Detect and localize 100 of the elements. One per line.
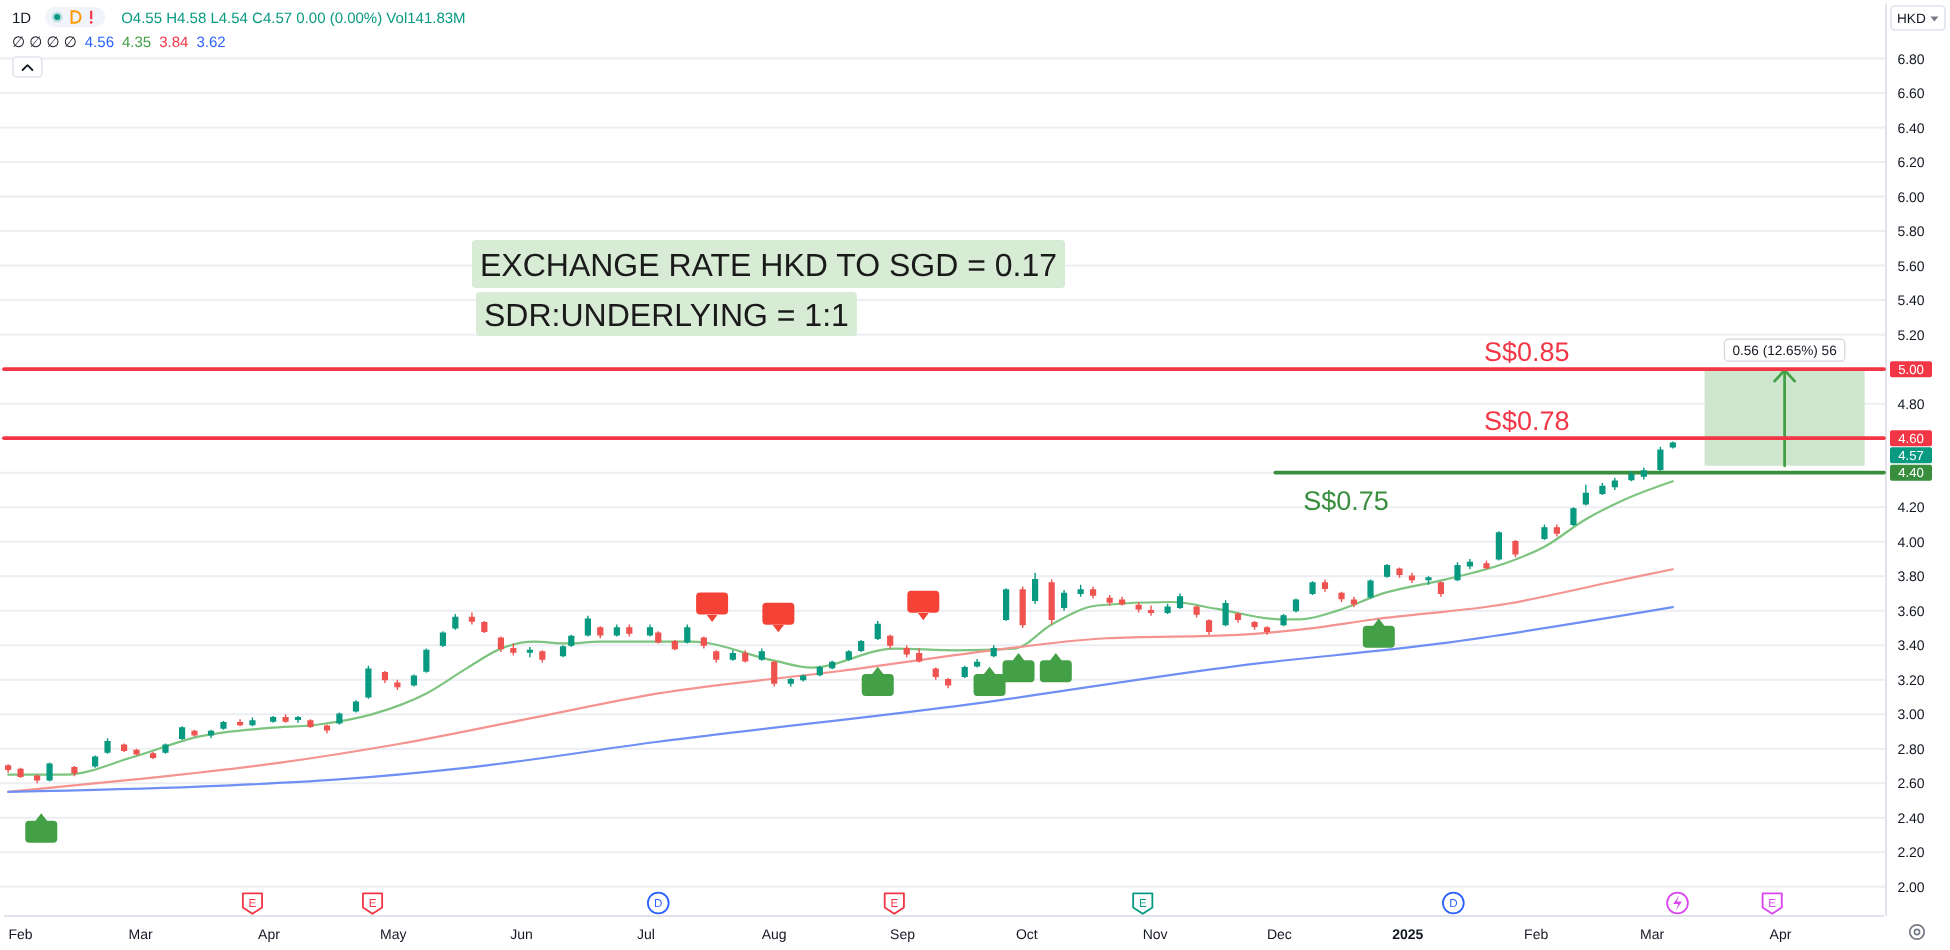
candlestick (1309, 580, 1316, 596)
candlestick (481, 620, 488, 634)
candlestick (526, 646, 533, 658)
candlestick (307, 718, 314, 729)
candlestick (945, 677, 952, 689)
candlestick (1280, 613, 1287, 627)
candlestick (1350, 596, 1358, 608)
candlestick (452, 613, 459, 631)
candlestick (1599, 482, 1606, 496)
candlestick (874, 620, 881, 641)
candlestick (1396, 566, 1403, 579)
candlestick (903, 644, 910, 658)
candlestick (365, 665, 372, 700)
point (25, 813, 58, 843)
candlestick (1512, 539, 1519, 558)
candlestick (887, 634, 894, 650)
candlestick (559, 644, 567, 658)
candlestick (700, 635, 707, 650)
candlestick (1205, 618, 1213, 636)
candlestick (771, 659, 778, 688)
candlestick (974, 658, 981, 669)
candlestick (510, 642, 517, 657)
candlestick (178, 725, 186, 741)
candlestick (1425, 575, 1432, 586)
candlestick (249, 716, 256, 727)
line-series (7, 568, 1674, 793)
candlestick (1669, 440, 1676, 450)
candlestick (1640, 466, 1647, 481)
candlestick (829, 659, 836, 670)
candlestick (149, 751, 157, 760)
candlestick (133, 747, 140, 757)
candlestick (207, 728, 215, 740)
candlestick (1541, 523, 1548, 541)
candlestick (1495, 530, 1502, 562)
candlestick (1582, 484, 1589, 507)
candlestick (646, 623, 654, 638)
candlestick (439, 630, 447, 648)
candlestick (932, 666, 939, 681)
candlestick (1164, 603, 1171, 615)
point (1002, 652, 1035, 683)
candlestick (1019, 585, 1026, 629)
candlestick (191, 728, 198, 738)
candlestick (684, 623, 691, 645)
candlestick (381, 670, 389, 684)
candlestick (468, 611, 476, 626)
point (973, 666, 1006, 697)
candlestick (990, 644, 997, 658)
candlestick (1611, 477, 1618, 491)
candlestick (1338, 590, 1345, 603)
candlestick (539, 649, 546, 664)
candlestick (671, 639, 678, 652)
point (1362, 618, 1395, 648)
candlestick (1553, 523, 1560, 538)
candlestick (1106, 594, 1113, 607)
series-label: S$0.75 (1303, 486, 1389, 517)
candlestick (1570, 506, 1577, 527)
candlestick (597, 625, 604, 639)
candlestick (816, 665, 823, 677)
point (1039, 652, 1072, 683)
candlestick (236, 718, 244, 727)
candlestick (270, 715, 277, 724)
candlestick (845, 649, 852, 662)
candlestick (1077, 584, 1084, 598)
candlestick (1292, 597, 1300, 614)
candlestick (162, 742, 169, 755)
candlestick (1657, 446, 1664, 472)
candlestick (1628, 470, 1635, 482)
annotation: EXCHANGE RATE HKD TO SGD = 0.17 (480, 249, 1058, 284)
candlestick (858, 639, 865, 653)
candlestick (1383, 563, 1391, 579)
candlestick (613, 623, 620, 638)
candlestick (497, 635, 505, 653)
annotation: SDR:UNDERLYING = 1:1 (484, 299, 850, 334)
candlestick (394, 678, 401, 691)
candlestick (120, 742, 128, 753)
candlestick (742, 649, 749, 664)
candlestick (1089, 585, 1097, 600)
candlestick (220, 720, 227, 731)
candlestick (336, 711, 343, 726)
candlestick (1147, 604, 1155, 617)
candlestick (758, 647, 765, 662)
candlestick (655, 630, 662, 645)
candlestick (1408, 572, 1416, 584)
candlestick (423, 647, 430, 674)
candlestick (1483, 559, 1490, 570)
candlestick (584, 615, 591, 638)
candlestick (1176, 592, 1184, 610)
point (696, 592, 729, 622)
candlestick (713, 649, 720, 664)
candlestick (1437, 580, 1445, 598)
candlestick (104, 737, 111, 755)
candlestick (787, 677, 794, 688)
point (861, 666, 894, 697)
line-series (7, 480, 1674, 776)
candlestick (1251, 620, 1258, 631)
candlestick (5, 763, 12, 774)
candlestick (1234, 611, 1242, 624)
candlestick (323, 723, 331, 734)
candlestick (17, 766, 24, 779)
candlestick (1263, 625, 1271, 636)
